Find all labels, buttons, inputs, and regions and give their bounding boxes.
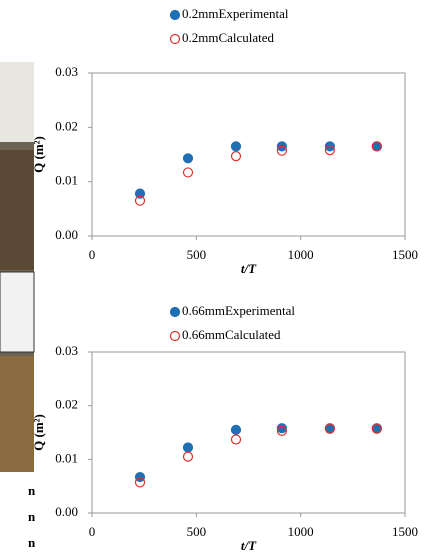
data-point bbox=[324, 423, 335, 434]
x-tick-label: 500 bbox=[187, 524, 207, 539]
data-point bbox=[230, 141, 242, 152]
legend-label: 0.66mmCalculated bbox=[182, 327, 281, 342]
x-axis-label: t/T bbox=[241, 261, 257, 276]
y-tick-label: 0.01 bbox=[55, 173, 78, 188]
legend-marker bbox=[169, 330, 181, 342]
data-point bbox=[134, 195, 146, 206]
text-fragment: n bbox=[28, 509, 36, 524]
data-point bbox=[134, 188, 146, 199]
data-point bbox=[134, 471, 146, 483]
y-tick-label: 0.01 bbox=[55, 450, 78, 465]
photo-strip-mid bbox=[0, 150, 34, 270]
y-tick-label: 0.00 bbox=[55, 504, 78, 519]
y-tick-label: 0.03 bbox=[55, 64, 78, 79]
data-point bbox=[371, 141, 382, 152]
y-axis-label: Q (m²) bbox=[31, 414, 46, 451]
legend-marker bbox=[169, 9, 181, 21]
text-fragment: n bbox=[28, 535, 36, 550]
photo-strip-gap bbox=[0, 271, 35, 353]
data-point bbox=[182, 167, 194, 178]
y-tick-label: 0.02 bbox=[55, 118, 78, 133]
y-tick-label: 0.03 bbox=[55, 343, 78, 358]
data-point bbox=[182, 153, 194, 164]
data-point bbox=[230, 434, 242, 445]
data-point bbox=[182, 442, 194, 453]
legend-marker bbox=[169, 33, 181, 45]
data-point bbox=[276, 425, 287, 436]
legend-label: 0.66mmExperimental bbox=[182, 303, 295, 318]
data-point bbox=[324, 145, 335, 156]
legend-label: 0.2mmExperimental bbox=[182, 6, 289, 21]
x-tick-label: 500 bbox=[187, 247, 207, 262]
data-point bbox=[276, 145, 287, 156]
legend-label: 0.2mmCalculated bbox=[182, 30, 275, 45]
photo-strip-bottom bbox=[0, 356, 34, 472]
data-point bbox=[230, 151, 242, 162]
x-tick-label: 1500 bbox=[392, 247, 418, 262]
x-tick-label: 0 bbox=[89, 247, 96, 262]
data-point bbox=[324, 141, 335, 152]
y-axis-label: Q (m²) bbox=[31, 136, 46, 173]
text-fragment: n bbox=[28, 483, 36, 498]
x-tick-label: 1000 bbox=[288, 247, 314, 262]
plot-frame bbox=[91, 351, 406, 514]
x-tick-label: 1500 bbox=[392, 524, 418, 539]
photo-strip-top bbox=[0, 62, 34, 142]
plot-frame bbox=[91, 72, 406, 237]
x-tick-label: 1000 bbox=[288, 524, 314, 539]
data-point bbox=[182, 451, 194, 462]
data-point bbox=[230, 424, 242, 435]
legend-marker bbox=[169, 306, 181, 318]
y-tick-label: 0.00 bbox=[55, 227, 78, 242]
x-tick-label: 0 bbox=[89, 524, 96, 539]
y-tick-label: 0.02 bbox=[55, 397, 78, 412]
data-point bbox=[134, 477, 146, 488]
data-point bbox=[276, 423, 287, 434]
data-point bbox=[371, 423, 382, 434]
x-axis-label: t/T bbox=[241, 538, 257, 553]
